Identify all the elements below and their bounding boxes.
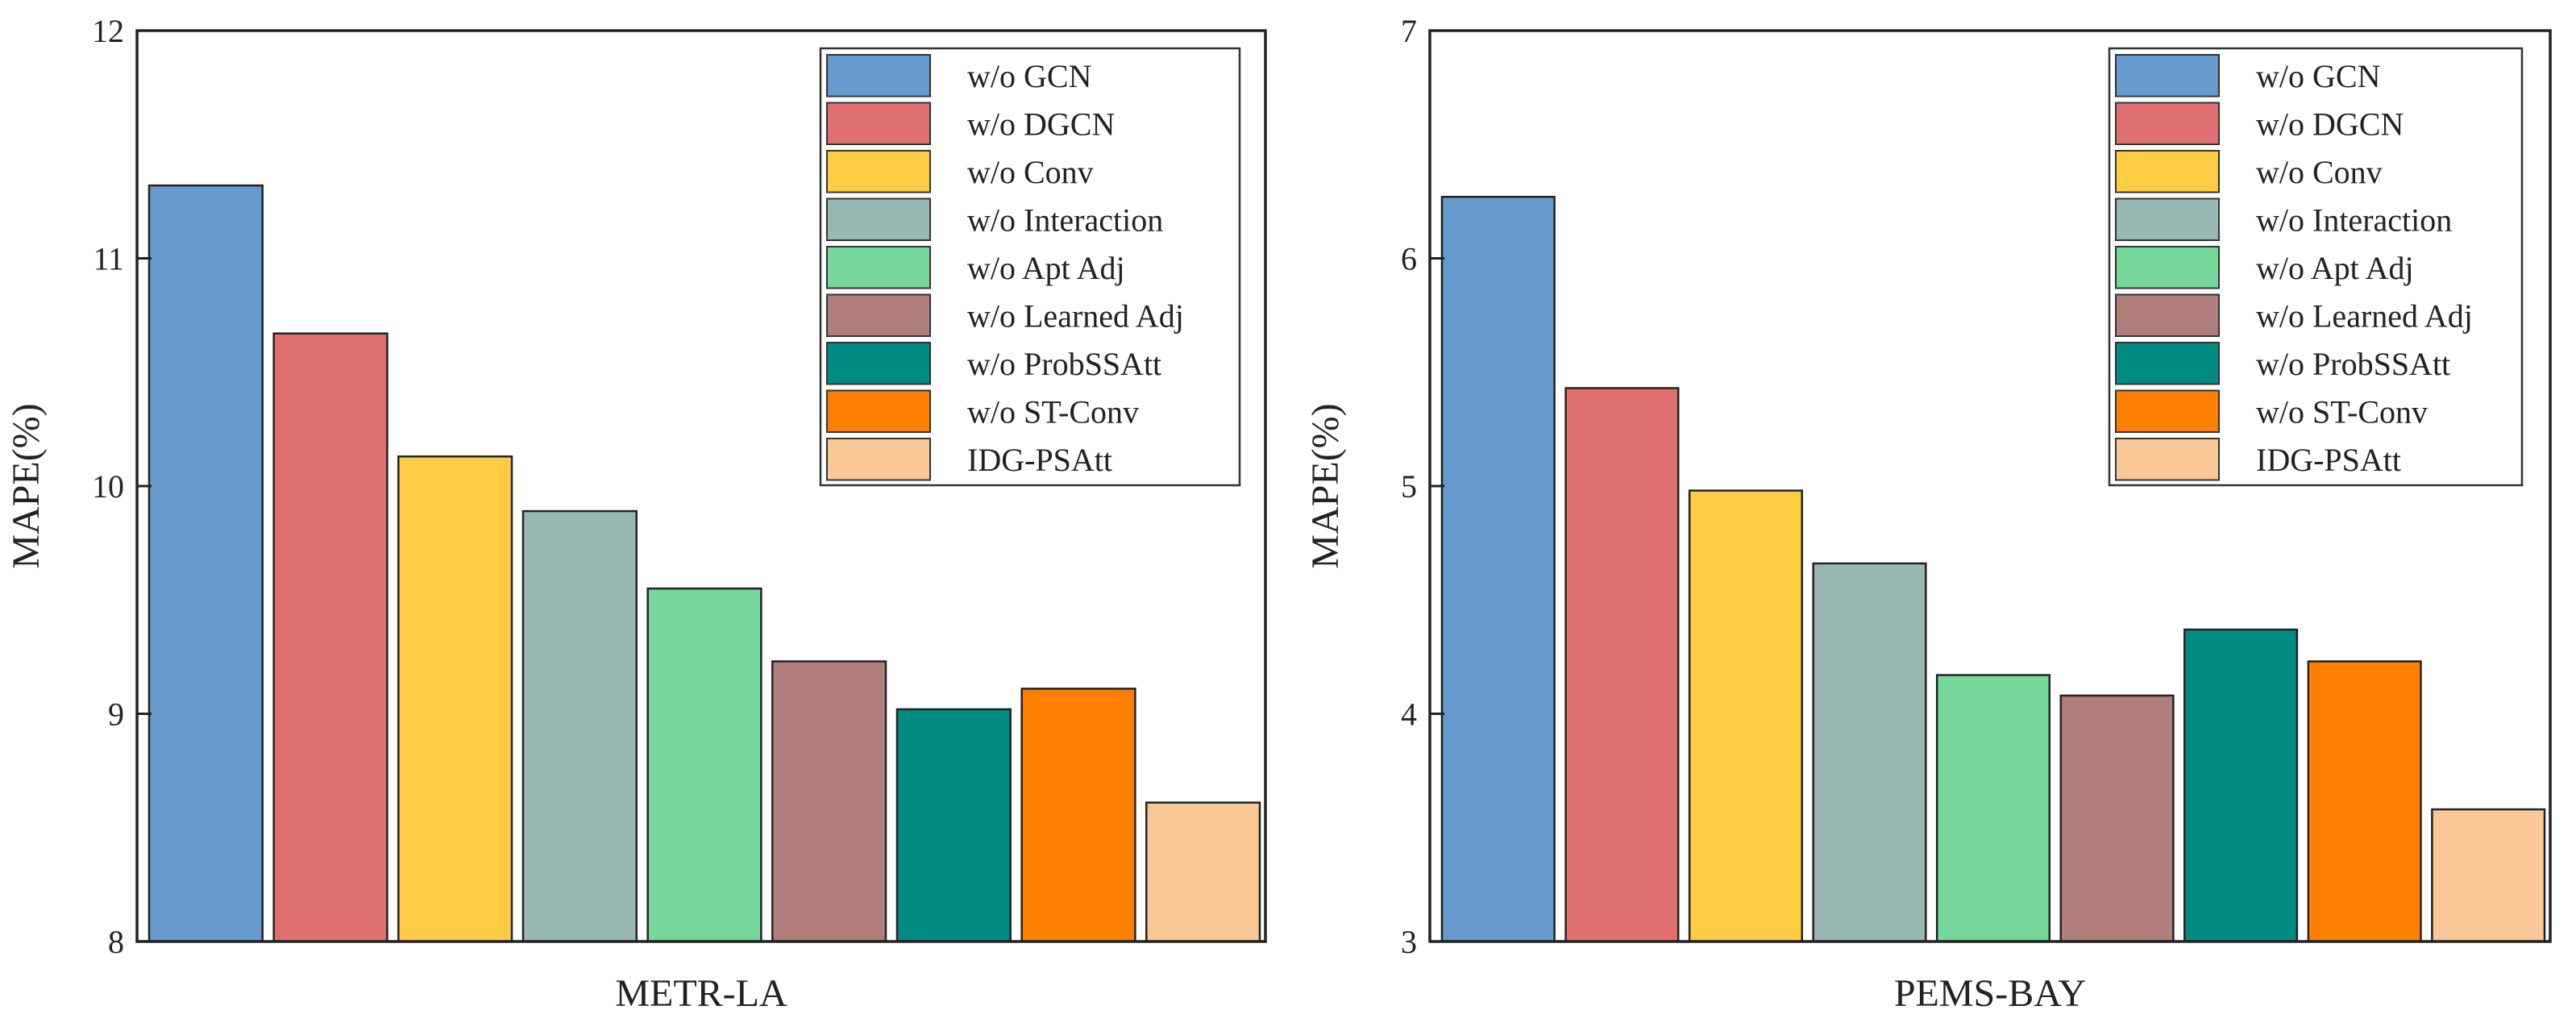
legend-label-idg-psatt: IDG-PSAtt bbox=[967, 442, 1112, 478]
legend-label-idg-psatt: IDG-PSAtt bbox=[2256, 442, 2401, 478]
legend-label-w-o-st-conv: w/o ST-Conv bbox=[2256, 394, 2428, 430]
legend-swatch-w-o-gcn bbox=[2115, 54, 2220, 98]
legend-swatch-w-o-dgcn bbox=[826, 102, 931, 145]
x-axis-title: METR-LA bbox=[615, 972, 787, 1015]
legend-label-w-o-apt-adj: w/o Apt Adj bbox=[967, 250, 1125, 286]
bar-w-o-apt-adj bbox=[646, 587, 762, 943]
y-tick-label: 7 bbox=[1401, 13, 1417, 49]
x-axis-title: PEMS-BAY bbox=[1894, 972, 2086, 1015]
bar-w-o-apt-adj bbox=[1935, 674, 2051, 943]
legend-label-w-o-gcn: w/o GCN bbox=[2256, 58, 2380, 94]
legend-swatch-w-o-learned-adj bbox=[2115, 293, 2220, 337]
bar-w-o-learned-adj bbox=[771, 660, 887, 943]
y-tick-label: 5 bbox=[1401, 468, 1417, 505]
legend-label-w-o-apt-adj: w/o Apt Adj bbox=[2256, 250, 2414, 286]
legend: w/o GCN w/o DGCN w/o Conv w/o Interaction w/… bbox=[819, 47, 1241, 487]
legend-label-w-o-dgcn: w/o DGCN bbox=[2256, 106, 2404, 143]
y-tick-label: 3 bbox=[1401, 924, 1417, 960]
legend-swatch-w-o-interaction bbox=[2115, 197, 2220, 241]
legend-swatch-w-o-apt-adj bbox=[826, 246, 931, 289]
bar-w-o-gcn bbox=[147, 184, 264, 943]
bar-idg-psatt bbox=[2431, 808, 2546, 943]
legend-swatch-w-o-gcn bbox=[826, 54, 931, 98]
legend-label-w-o-interaction: w/o Interaction bbox=[967, 202, 1163, 239]
bar-w-o-probssatt bbox=[895, 708, 1012, 943]
bar-w-o-st-conv bbox=[1020, 688, 1136, 943]
y-tick-label: 4 bbox=[1401, 696, 1417, 733]
legend-swatch-w-o-dgcn bbox=[2115, 102, 2220, 145]
y-axis-title: MAPE(%) bbox=[1304, 403, 1347, 568]
bar-w-o-learned-adj bbox=[2059, 694, 2175, 943]
legend-swatch-idg-psatt bbox=[826, 438, 931, 481]
legend-swatch-w-o-probssatt bbox=[2115, 342, 2220, 385]
bar-w-o-interaction bbox=[1812, 562, 1927, 943]
legend-swatch-w-o-conv bbox=[826, 150, 931, 193]
legend-label-w-o-probssatt: w/o ProbSSAtt bbox=[2256, 346, 2450, 382]
y-tick-label: 8 bbox=[108, 924, 124, 960]
legend-label-w-o-dgcn: w/o DGCN bbox=[967, 106, 1115, 143]
legend-swatch-w-o-learned-adj bbox=[826, 293, 931, 337]
bar-w-o-conv bbox=[1688, 489, 1803, 943]
bar-w-o-dgcn bbox=[272, 332, 388, 943]
y-tick-label: 11 bbox=[93, 241, 124, 277]
legend-label-w-o-learned-adj: w/o Learned Adj bbox=[2256, 298, 2473, 335]
legend-swatch-w-o-st-conv bbox=[2115, 389, 2220, 433]
bar-w-o-gcn bbox=[1440, 195, 1556, 943]
chart-pems-bay: 3 4 5 6 7 PEMS-BAY MAPE(%) w/o GCN w/o DGCN w/o C… bbox=[1304, 13, 2552, 1015]
y-tick-label: 9 bbox=[108, 696, 124, 733]
legend-swatch-w-o-st-conv bbox=[826, 389, 931, 433]
legend-swatch-w-o-conv bbox=[2115, 150, 2220, 193]
bar-w-o-probssatt bbox=[2183, 628, 2299, 943]
legend-label-w-o-learned-adj: w/o Learned Adj bbox=[967, 298, 1184, 335]
legend-swatch-w-o-apt-adj bbox=[2115, 246, 2220, 289]
legend-swatch-w-o-probssatt bbox=[826, 342, 931, 385]
bar-w-o-interaction bbox=[521, 509, 638, 943]
legend-label-w-o-gcn: w/o GCN bbox=[967, 58, 1091, 94]
y-tick-label: 12 bbox=[92, 13, 124, 49]
legend-swatch-idg-psatt bbox=[2115, 438, 2220, 481]
legend-label-w-o-conv: w/o Conv bbox=[967, 154, 1094, 190]
legend-label-w-o-st-conv: w/o ST-Conv bbox=[967, 394, 1139, 430]
bar-idg-psatt bbox=[1145, 801, 1261, 943]
legend-label-w-o-interaction: w/o Interaction bbox=[2256, 202, 2452, 239]
legend-label-w-o-conv: w/o Conv bbox=[2256, 154, 2383, 190]
bar-w-o-conv bbox=[397, 455, 513, 943]
bar-w-o-dgcn bbox=[1564, 387, 1680, 943]
y-axis-title: MAPE(%) bbox=[5, 403, 48, 568]
legend: w/o GCN w/o DGCN w/o Conv w/o Interaction w/… bbox=[2108, 47, 2524, 487]
bar-w-o-st-conv bbox=[2307, 660, 2422, 943]
legend-label-w-o-probssatt: w/o ProbSSAtt bbox=[967, 346, 1161, 382]
y-tick-label: 6 bbox=[1401, 241, 1417, 277]
legend-swatch-w-o-interaction bbox=[826, 197, 931, 241]
y-tick-label: 10 bbox=[92, 468, 124, 505]
